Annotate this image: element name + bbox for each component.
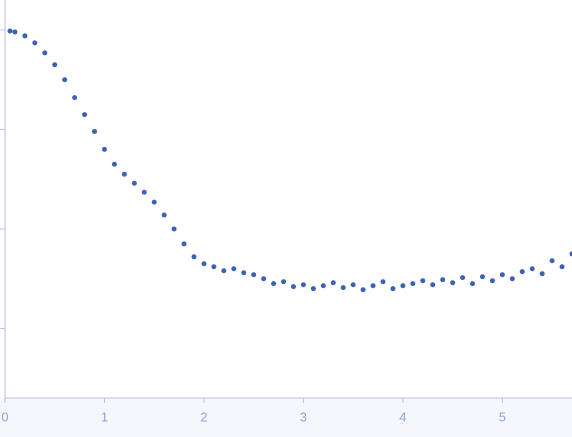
data-point [420, 278, 426, 284]
data-point [529, 266, 535, 272]
data-point [42, 50, 48, 56]
data-point [539, 271, 545, 277]
data-point [281, 279, 287, 285]
data-point [390, 286, 396, 292]
data-point [310, 286, 316, 292]
data-point [430, 282, 436, 288]
data-point [181, 241, 187, 247]
data-point [330, 280, 336, 286]
data-point [241, 270, 247, 276]
data-point [440, 277, 446, 283]
data-point [22, 33, 28, 39]
x-tick-label: 4 [399, 409, 406, 424]
data-point [300, 282, 306, 288]
data-point [499, 272, 505, 278]
data-point [151, 199, 157, 205]
axis-band [0, 398, 572, 437]
data-point [92, 128, 98, 134]
x-tick-label: 3 [300, 409, 307, 424]
data-point [171, 226, 177, 232]
data-point [350, 282, 356, 288]
data-point [221, 268, 227, 274]
data-point [460, 275, 466, 281]
data-point [290, 284, 296, 290]
data-point [400, 283, 406, 289]
data-point [370, 283, 376, 289]
data-point [141, 189, 147, 195]
data-point [131, 180, 137, 186]
data-point [161, 212, 167, 218]
x-tick-label: 1 [101, 409, 108, 424]
data-point [191, 254, 197, 260]
data-point [479, 274, 485, 280]
data-point [360, 287, 366, 293]
data-point [261, 276, 267, 282]
data-point [211, 264, 217, 270]
data-point [101, 146, 107, 152]
data-point [72, 95, 78, 101]
data-point [519, 269, 525, 275]
data-point [62, 77, 68, 83]
data-point [201, 261, 207, 267]
data-point [569, 251, 572, 257]
data-point [470, 281, 476, 287]
data-point [121, 171, 127, 177]
data-point [320, 283, 326, 289]
data-point [549, 258, 555, 264]
x-tick-label: 5 [499, 409, 506, 424]
data-point [251, 272, 257, 278]
data-point [52, 62, 58, 68]
data-point [82, 112, 88, 118]
data-point [111, 161, 117, 167]
data-point [271, 281, 277, 287]
data-point [231, 266, 237, 272]
data-point [410, 281, 416, 287]
data-point [7, 28, 13, 34]
data-point [489, 278, 495, 284]
data-point [32, 40, 38, 46]
data-point [509, 276, 515, 282]
data-point [340, 285, 346, 291]
x-tick-label: 2 [200, 409, 207, 424]
data-point [559, 264, 565, 270]
data-point [12, 29, 18, 35]
data-point [380, 279, 386, 285]
data-point [450, 280, 456, 286]
x-tick-label: 0 [1, 409, 8, 424]
